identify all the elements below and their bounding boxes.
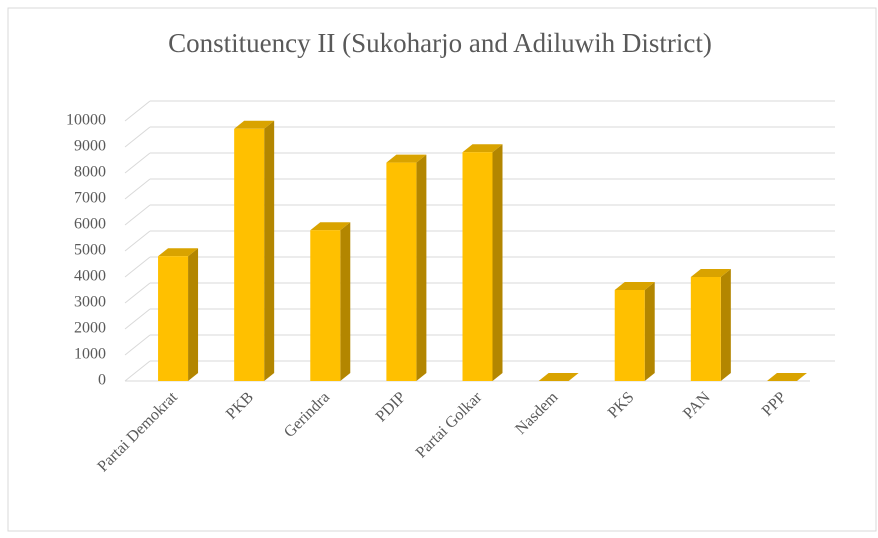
grid-side (124, 152, 151, 174)
bar (158, 248, 199, 381)
bar-face (264, 120, 275, 382)
bar-face (690, 277, 721, 381)
bar-face (234, 128, 265, 381)
bar (310, 222, 351, 381)
grid-side (124, 178, 151, 200)
bar-face (234, 120, 275, 129)
bar-face (538, 373, 579, 381)
bar-face (690, 269, 731, 277)
grid-side (124, 256, 151, 278)
bar-face (614, 290, 645, 381)
bar-face (766, 373, 807, 381)
bar (690, 269, 731, 381)
y-tick-label: 9000 (74, 138, 106, 155)
bar-face (158, 248, 199, 257)
y-tick-label: 7000 (74, 190, 106, 207)
bar-face (462, 152, 493, 381)
y-tick-label: 4000 (74, 268, 106, 285)
grid-side (124, 204, 151, 226)
grid-side (124, 126, 151, 148)
y-tick-label: 6000 (74, 216, 106, 233)
grid-side (124, 100, 151, 122)
bar-face (188, 248, 199, 381)
y-tick-label: 3000 (74, 294, 106, 311)
bar-face (720, 269, 731, 381)
grid-side (124, 308, 151, 330)
grid-side (124, 360, 151, 382)
grid-side (124, 334, 151, 356)
bar-face (386, 162, 417, 381)
bar-face (310, 222, 351, 231)
bar-face (614, 282, 655, 290)
y-tick-label: 10000 (66, 112, 106, 129)
grid-side (124, 230, 151, 252)
bar-face (492, 144, 503, 381)
bar-face (158, 256, 189, 381)
bar (538, 373, 579, 381)
y-tick-label: 2000 (74, 320, 106, 337)
bar-face (386, 154, 427, 163)
y-tick-label: 0 (98, 372, 106, 389)
chart-border (7, 7, 877, 532)
bar (462, 144, 503, 381)
bar-face (416, 154, 427, 381)
y-tick-label: 5000 (74, 242, 106, 259)
y-tick-label: 1000 (74, 346, 106, 363)
bar-face (462, 144, 503, 153)
bar (766, 373, 807, 381)
bar (614, 282, 655, 381)
chart-title: Constituency II (Sukoharjo and Adiluwih … (168, 28, 712, 58)
y-tick-label: 8000 (74, 164, 106, 181)
bar (234, 120, 275, 382)
bar-face (340, 222, 351, 381)
bar-face (644, 282, 655, 381)
bar-face (310, 230, 341, 381)
grid-side (124, 282, 151, 304)
bar (386, 154, 427, 381)
